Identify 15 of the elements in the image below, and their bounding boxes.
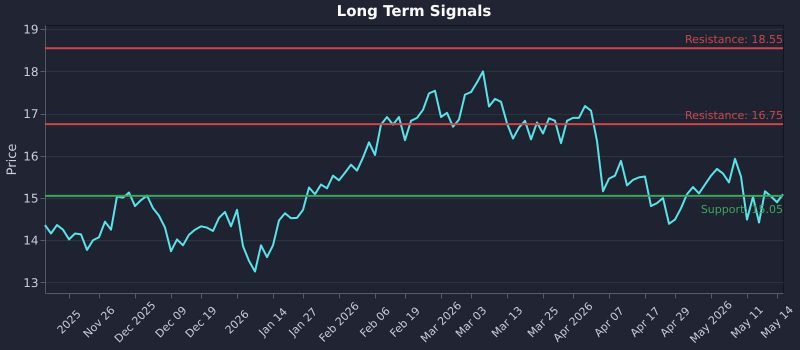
y-tick-label: 16	[23, 149, 38, 164]
y-tick-label: 19	[23, 22, 38, 37]
ref-line-label: Resistance: 16.75	[685, 109, 783, 122]
y-tick-label: 14	[23, 234, 38, 248]
y-tick-label: 17	[23, 107, 38, 122]
line-series	[44, 70, 784, 272]
y-tick-label: 13	[23, 276, 38, 290]
chart-title: Long Term Signals	[336, 2, 492, 20]
ref-line-label: Resistance: 18.55	[685, 33, 783, 46]
x-tick-label: Mar 13	[489, 304, 526, 340]
y-tick-label: 15	[23, 192, 38, 206]
x-tick-label: Apr 07	[592, 304, 627, 340]
x-tick-label: Apr 17	[628, 304, 663, 340]
y-tick-label: 18	[23, 64, 38, 79]
y-axis-title: Price	[5, 144, 20, 176]
